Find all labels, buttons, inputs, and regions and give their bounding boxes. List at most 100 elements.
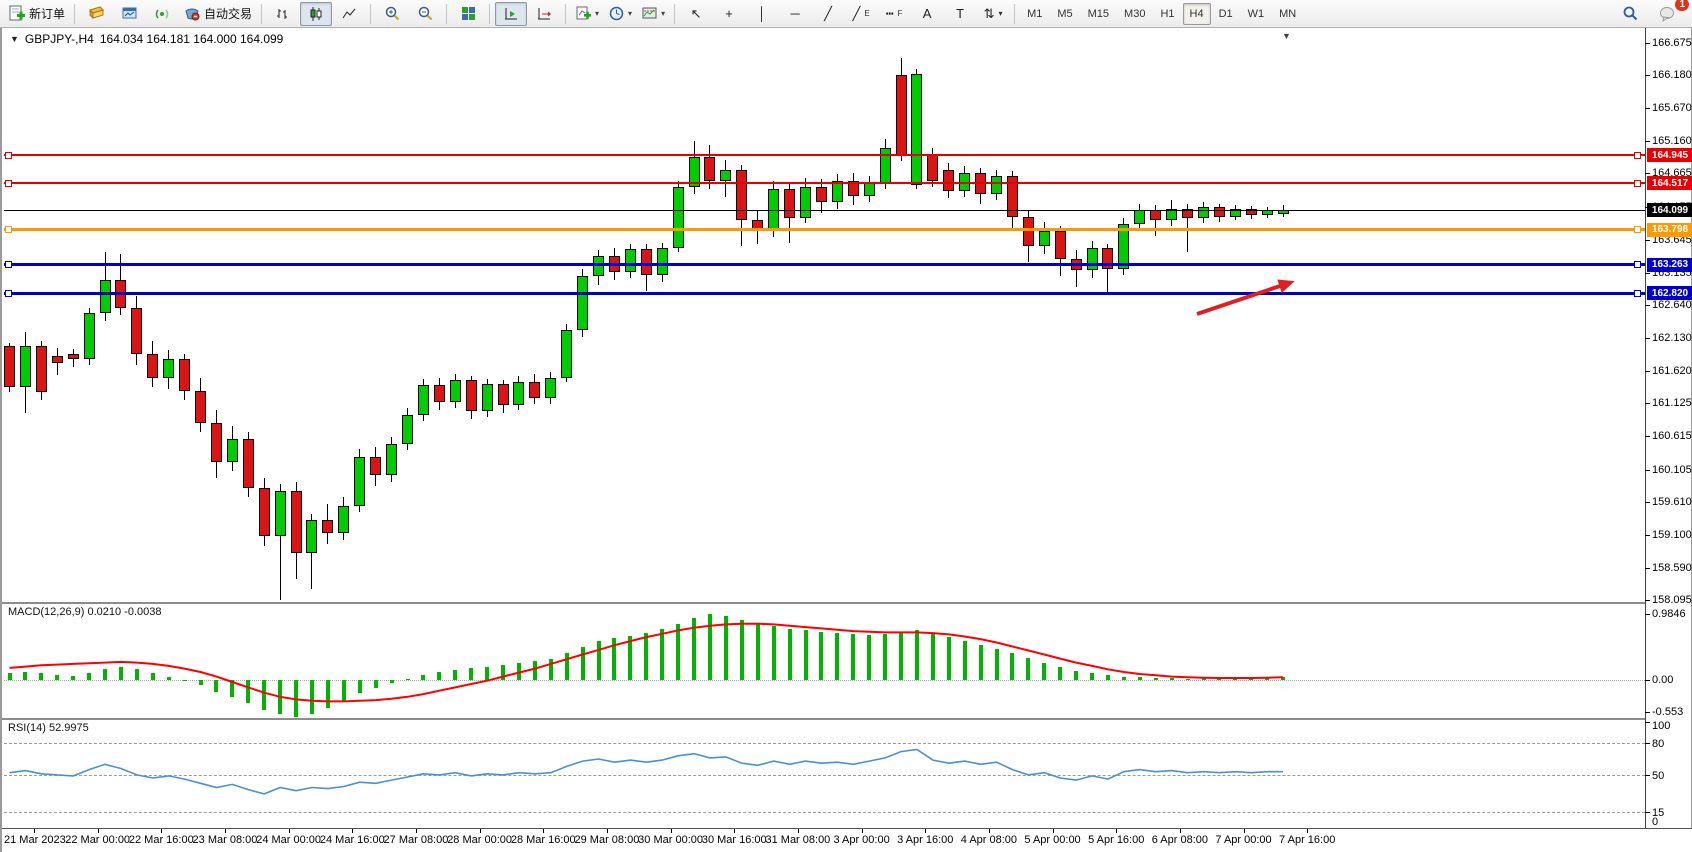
horizontal-line-164.099[interactable] xyxy=(4,209,1645,211)
macd-histogram-bar xyxy=(1042,662,1047,680)
timeframe-M5[interactable]: M5 xyxy=(1057,7,1073,20)
candle-body-bear xyxy=(179,359,191,391)
line-handle[interactable] xyxy=(1634,289,1641,297)
time-tick-mark xyxy=(1116,829,1118,833)
journal-button[interactable] xyxy=(80,2,112,26)
horizontal-line-163.263[interactable] xyxy=(4,263,1645,266)
rsi-panel-separator[interactable] xyxy=(2,718,1645,720)
chart-shift-marker-icon[interactable]: ▼ xyxy=(1282,31,1291,41)
macd-values: 0.0210 -0.0038 xyxy=(87,606,162,618)
macd-axis-label: 0.9846 xyxy=(1652,608,1686,621)
timeframe-W1[interactable]: W1 xyxy=(1247,7,1265,20)
timeframe-M30[interactable]: M30 xyxy=(1124,7,1146,20)
dropdown-arrow-icon: ▾ xyxy=(628,9,633,18)
auto-scroll-button[interactable] xyxy=(495,1,528,26)
search-button[interactable] xyxy=(1614,2,1646,26)
candle-body-bull xyxy=(481,384,493,412)
timeframe-MN[interactable]: MN xyxy=(1279,7,1297,20)
new-order-button[interactable]: 新订单 xyxy=(4,2,69,26)
horizontal-line-162.820[interactable] xyxy=(4,291,1645,295)
price-tick-mark xyxy=(1645,173,1650,175)
candle-body-bear xyxy=(35,346,47,392)
arrows-tool-tool-button[interactable]: ⇅ ▾ xyxy=(977,2,1009,26)
timeframe-H4[interactable]: H4 xyxy=(1182,2,1211,25)
zoom-out-button[interactable] xyxy=(409,2,441,26)
toolbar-right: 1 xyxy=(1614,0,1689,26)
crosshair-tool-button[interactable]: + xyxy=(713,2,745,26)
timeframe-H1[interactable]: H1 xyxy=(1160,7,1175,20)
chart-shift-button[interactable] xyxy=(528,2,560,26)
chart-overlay xyxy=(9,279,1295,795)
candle-body-bull xyxy=(449,380,461,402)
bar-chart-button[interactable] xyxy=(267,2,299,26)
signals-button[interactable] xyxy=(146,2,178,26)
candle-body-bull xyxy=(959,172,971,191)
price-tick-mark xyxy=(1645,338,1650,340)
line-handle[interactable] xyxy=(1634,261,1641,268)
candle-body-bear xyxy=(784,189,796,218)
cursor-tool-button[interactable]: ↖ xyxy=(680,2,712,26)
line-chart-button[interactable] xyxy=(333,2,365,26)
line-handle[interactable] xyxy=(5,261,12,268)
candle-body-bear xyxy=(242,438,254,488)
line-handle[interactable] xyxy=(5,179,12,187)
arrow-annotation[interactable] xyxy=(1196,281,1290,316)
line-handle[interactable] xyxy=(5,289,12,297)
time-tick-label: 3 Apr 16:00 xyxy=(897,834,954,846)
price-tick-mark xyxy=(1645,75,1650,77)
horizontal-line-163.798[interactable] xyxy=(4,228,1645,232)
text-label-tool-button[interactable]: T xyxy=(944,2,976,26)
autotrading-button[interactable]: 自动交易 xyxy=(179,2,256,26)
price-tick-mark xyxy=(1645,567,1650,569)
timeframe-D1[interactable]: D1 xyxy=(1218,7,1233,20)
macd-histogram-bar xyxy=(87,673,92,680)
zoom-in-button[interactable] xyxy=(376,2,408,26)
market-watch-button[interactable] xyxy=(113,2,145,26)
rsi-level-line-80 xyxy=(4,743,1645,745)
line-handle[interactable] xyxy=(1634,151,1641,159)
templates-button[interactable]: ▾ xyxy=(637,2,669,26)
line-handle[interactable] xyxy=(1634,179,1641,187)
horizontal-line-164.517[interactable] xyxy=(4,182,1645,185)
toolbar-separator xyxy=(674,3,676,24)
line-handle[interactable] xyxy=(1634,226,1641,234)
time-tick-label: 21 Mar 2023 xyxy=(4,834,66,846)
macd-histogram-bar xyxy=(357,680,362,694)
trendline-tool-button[interactable]: ╱ xyxy=(812,2,844,26)
vertical-line-tool-button[interactable]: │ xyxy=(746,2,778,26)
chart-collapse-icon[interactable]: ▼ xyxy=(10,34,19,44)
price-tick-label: 161.620 xyxy=(1652,365,1692,378)
text-tool-button[interactable]: A xyxy=(911,2,943,26)
candle-body-bull xyxy=(1166,208,1178,220)
timeframe-M15[interactable]: M15 xyxy=(1087,7,1110,20)
candle-body-bear xyxy=(640,249,652,276)
time-axis[interactable]: 21 Mar 2023 22 Mar 00:00 22 Mar 16:00 23 Ma… xyxy=(2,828,1692,852)
tile-windows-button[interactable] xyxy=(452,2,484,26)
line-handle[interactable] xyxy=(5,151,12,159)
macd-histogram-bar xyxy=(692,617,697,680)
horizontal-line-164.945[interactable] xyxy=(4,154,1645,157)
periods-button[interactable]: ▾ xyxy=(604,2,636,26)
timeframe-M1[interactable]: M1 xyxy=(1027,7,1043,20)
price-tick-label: 161.125 xyxy=(1652,397,1692,410)
time-tick-label: 28 Mar 16:00 xyxy=(510,834,576,846)
macd-histogram-bar xyxy=(596,641,601,680)
equidistant-channel-tool-button[interactable]: ╱ E xyxy=(845,2,877,26)
indicators-button[interactable]: ▾ xyxy=(571,2,603,26)
crosshair-icon: + xyxy=(725,6,733,21)
macd-histogram-bar xyxy=(23,671,28,680)
macd-panel-separator[interactable] xyxy=(2,602,1645,604)
horizontal-line-tool-button[interactable]: ─ xyxy=(779,2,811,26)
toolbar-separator xyxy=(565,3,567,24)
rsi-axis-tick xyxy=(1645,774,1650,776)
chart-symbol-period: GBPJPY-,H4 xyxy=(24,32,94,46)
macd-histogram-bar xyxy=(246,680,251,704)
notifications-button[interactable]: 1 xyxy=(1652,0,1689,26)
tile-windows-icon xyxy=(461,7,475,20)
line-handle[interactable] xyxy=(5,226,12,234)
candle-body-bull xyxy=(1118,224,1130,269)
fibonacci-retracement-tool-button[interactable]: ┅ F xyxy=(878,2,910,26)
candle-body-bull xyxy=(1134,210,1146,225)
candlestick-chart-button[interactable] xyxy=(300,1,333,26)
price-tag-162.820: 162.820 xyxy=(1647,286,1692,301)
